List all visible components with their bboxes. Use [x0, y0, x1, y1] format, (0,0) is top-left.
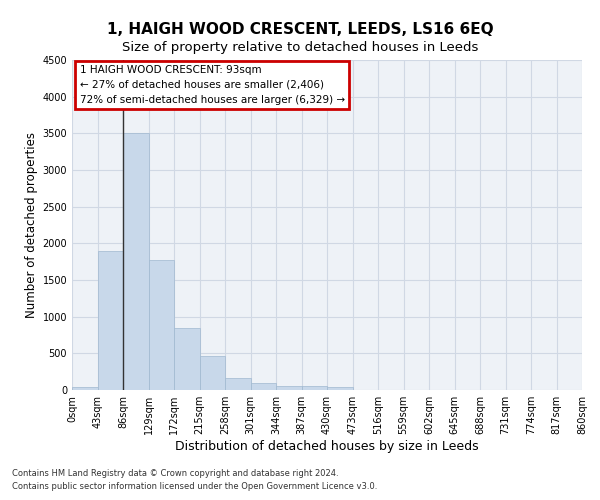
Bar — [199, 356, 225, 390]
Bar — [276, 386, 302, 390]
Y-axis label: Number of detached properties: Number of detached properties — [25, 132, 38, 318]
Bar — [123, 134, 149, 390]
Bar — [327, 387, 353, 390]
Text: 1, HAIGH WOOD CRESCENT, LEEDS, LS16 6EQ: 1, HAIGH WOOD CRESCENT, LEEDS, LS16 6EQ — [107, 22, 493, 38]
Bar — [149, 260, 174, 390]
Bar — [72, 387, 97, 390]
Text: 1 HAIGH WOOD CRESCENT: 93sqm
← 27% of detached houses are smaller (2,406)
72% of: 1 HAIGH WOOD CRESCENT: 93sqm ← 27% of de… — [80, 65, 345, 104]
Bar — [97, 250, 123, 390]
Bar — [225, 378, 251, 390]
Text: Contains HM Land Registry data © Crown copyright and database right 2024.: Contains HM Land Registry data © Crown c… — [12, 468, 338, 477]
Bar — [251, 383, 276, 390]
Bar — [174, 328, 199, 390]
Text: Size of property relative to detached houses in Leeds: Size of property relative to detached ho… — [122, 41, 478, 54]
Bar — [302, 386, 327, 390]
Text: Contains public sector information licensed under the Open Government Licence v3: Contains public sector information licen… — [12, 482, 377, 491]
X-axis label: Distribution of detached houses by size in Leeds: Distribution of detached houses by size … — [175, 440, 479, 453]
